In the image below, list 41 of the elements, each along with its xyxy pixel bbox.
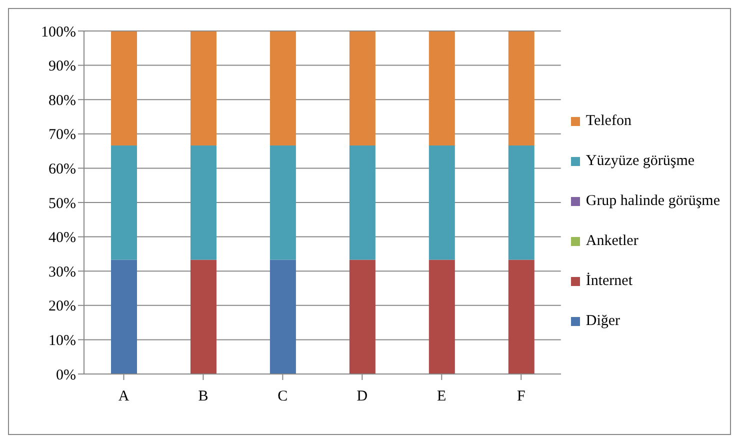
bar <box>111 31 137 146</box>
y-tick-label: 60% <box>48 162 76 178</box>
y-tick-label: 90% <box>48 58 76 75</box>
legend-label: Diğer <box>586 313 620 330</box>
bar <box>111 260 137 374</box>
y-tick-label: 100% <box>41 24 76 40</box>
bar <box>508 31 534 146</box>
bar <box>190 260 216 374</box>
bar <box>508 260 534 374</box>
y-tick-label: 80% <box>48 92 76 109</box>
legend-label: Anketler <box>586 233 638 250</box>
y-tick-label: 70% <box>48 127 76 144</box>
bar <box>428 146 455 260</box>
y-tick-label: 0% <box>56 367 76 384</box>
bar <box>428 260 455 374</box>
x-tick-label: E <box>437 388 446 405</box>
bar <box>428 31 455 146</box>
x-tick-label: A <box>118 388 130 405</box>
y-tick-label: 40% <box>48 230 76 246</box>
x-tick-label: B <box>198 388 208 405</box>
legend-label: Telefon <box>586 113 632 130</box>
y-tick-label: 30% <box>48 264 76 280</box>
bar <box>190 146 216 260</box>
bar <box>508 146 534 260</box>
y-tick-label: 50% <box>48 196 76 212</box>
x-tick-label: C <box>278 388 288 405</box>
bar <box>111 146 137 260</box>
bar <box>190 31 216 146</box>
y-tick-label: 10% <box>48 333 76 350</box>
x-tick-label: D <box>356 388 368 405</box>
bar <box>349 260 376 374</box>
y-tick-label: 20% <box>48 298 76 315</box>
legend-label: İnternet <box>586 273 632 290</box>
bar <box>270 31 296 146</box>
bar <box>349 31 376 146</box>
bar <box>349 146 376 260</box>
legend-label: Grup halinde görüşme <box>586 193 720 210</box>
legend-label: Yüzyüze görüşme <box>586 153 695 170</box>
x-tick-label: F <box>516 388 526 405</box>
bar <box>270 146 296 260</box>
bar <box>270 260 296 374</box>
